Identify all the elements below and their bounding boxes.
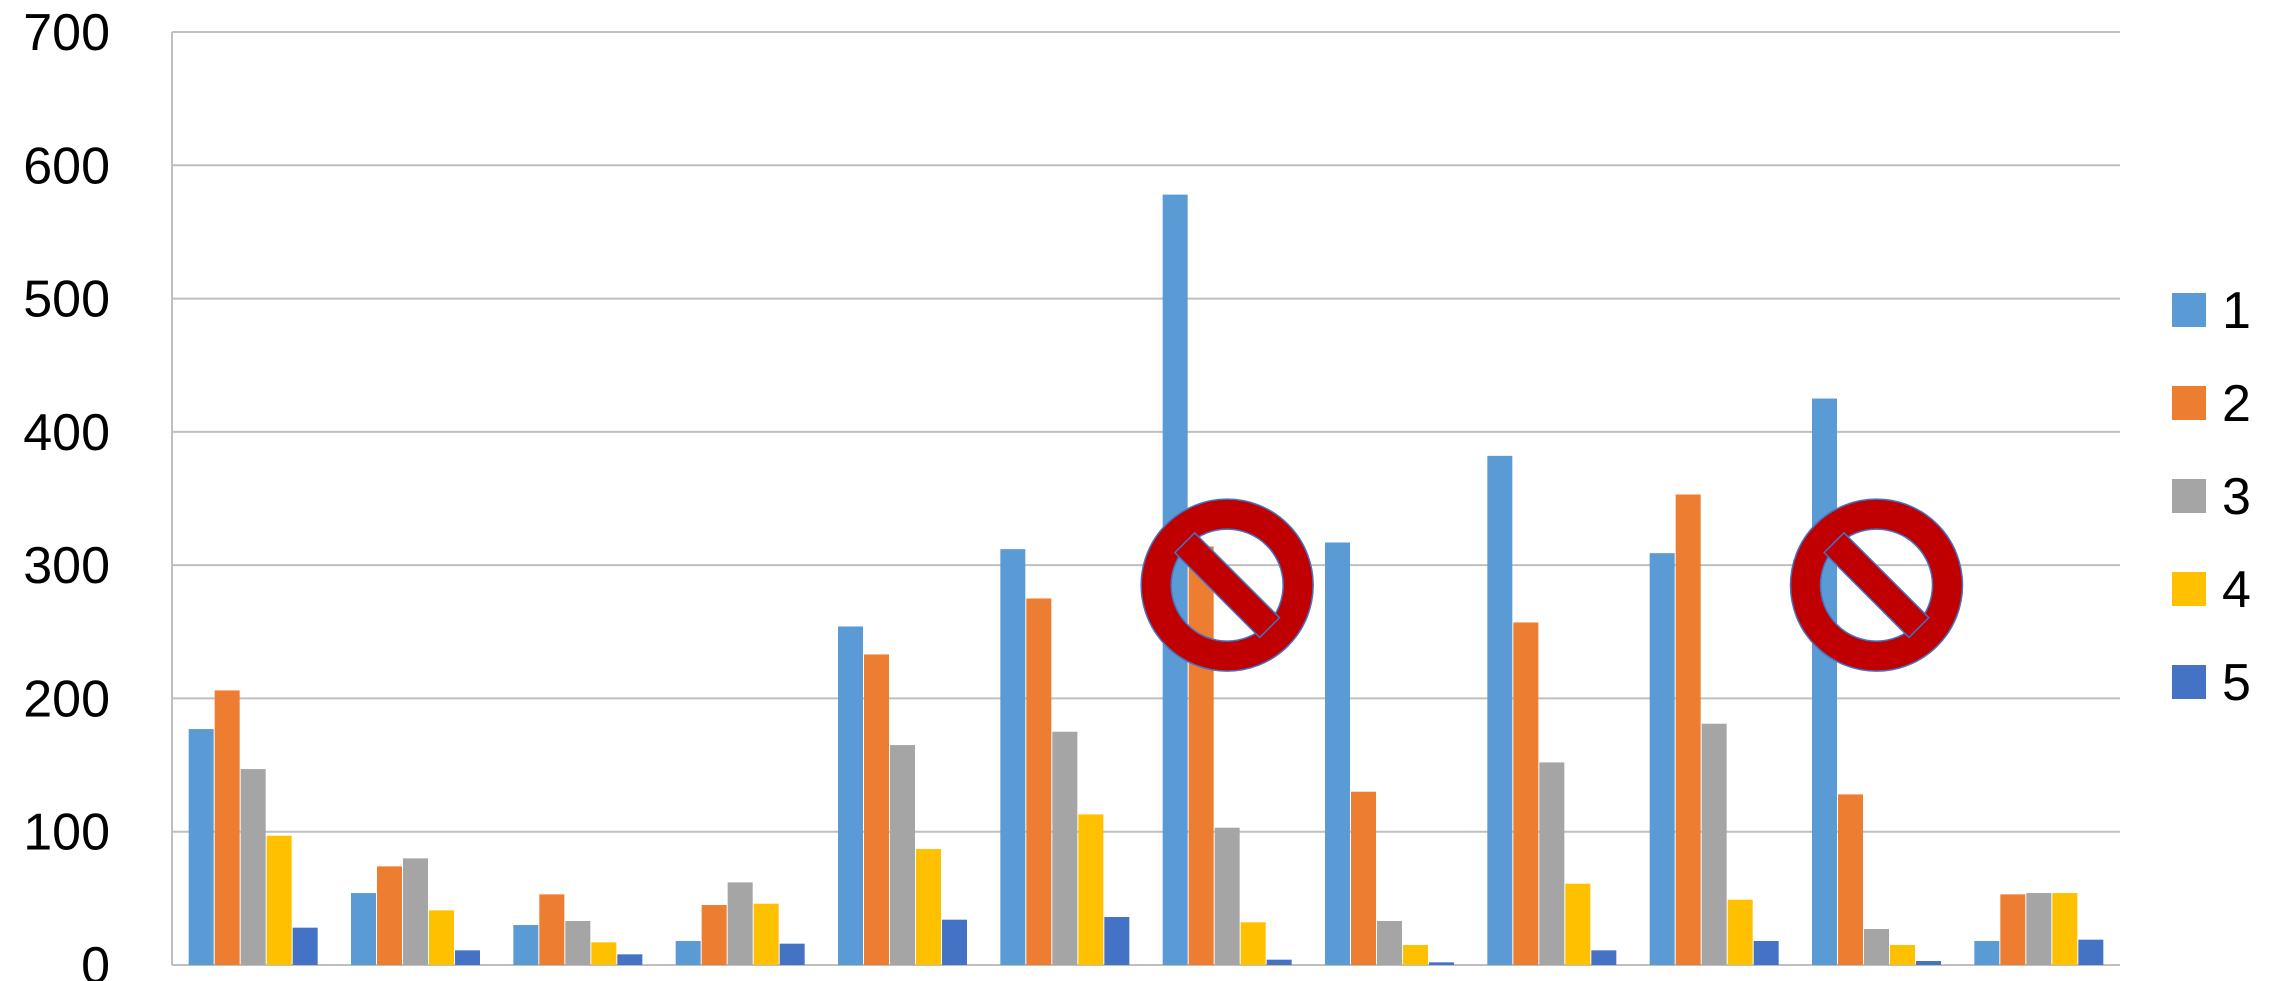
bar-series-1 bbox=[675, 941, 701, 965]
bar-series-2 bbox=[1675, 494, 1701, 965]
bar-series-5 bbox=[617, 954, 643, 965]
y-tick-label: 700 bbox=[23, 4, 110, 62]
bar-series-5 bbox=[455, 950, 480, 965]
bar-series-2 bbox=[701, 905, 727, 965]
bar-series-2 bbox=[1351, 791, 1376, 965]
y-tick-label: 500 bbox=[23, 271, 110, 329]
legend-swatch-3 bbox=[2172, 479, 2206, 513]
bar-series-3 bbox=[727, 882, 753, 965]
legend-swatch-2 bbox=[2172, 386, 2206, 420]
bar-series-5 bbox=[1753, 941, 1779, 965]
bar-series-5 bbox=[1591, 950, 1617, 965]
prohibition-icon bbox=[1140, 498, 1314, 672]
legend-label-2: 2 bbox=[2222, 375, 2251, 433]
prohibition-icon bbox=[1789, 498, 1964, 672]
bar-series-3 bbox=[890, 745, 915, 965]
bar-series-4 bbox=[266, 835, 292, 965]
y-tick-label: 0 bbox=[81, 937, 110, 981]
legend-label-5: 5 bbox=[2222, 654, 2251, 712]
y-tick-labels: 0 100 200 300 400 500 600 700 bbox=[23, 4, 110, 981]
y-tick-label: 100 bbox=[23, 804, 110, 862]
bar-series-5 bbox=[1916, 961, 1941, 965]
bar-series-5 bbox=[1266, 959, 1292, 965]
bar-series-3 bbox=[1864, 929, 1889, 965]
legend-label-4: 4 bbox=[2222, 561, 2251, 619]
bar-series-4 bbox=[1890, 945, 1915, 965]
bar-series-1 bbox=[1000, 549, 1026, 965]
bar-series-5 bbox=[1429, 962, 1454, 965]
bar-series-4 bbox=[429, 910, 454, 965]
bar-series-1 bbox=[513, 925, 539, 965]
bar-series-3 bbox=[2026, 893, 2052, 965]
bar-series-2 bbox=[539, 894, 565, 965]
bar-series-4 bbox=[753, 903, 779, 965]
bar-series-1 bbox=[1487, 455, 1513, 965]
bar-series-1 bbox=[1649, 553, 1675, 965]
bar-series-5 bbox=[942, 919, 967, 965]
bar-series-2 bbox=[1026, 598, 1052, 965]
bar-series-3 bbox=[565, 921, 591, 965]
legend-swatch-5 bbox=[2172, 665, 2206, 699]
bar-series-2 bbox=[864, 654, 889, 965]
bar-series-3 bbox=[403, 858, 428, 965]
bar-series-1 bbox=[1812, 398, 1837, 965]
bar-series-3 bbox=[240, 769, 266, 965]
bar-series-5 bbox=[779, 943, 805, 965]
legend-label-1: 1 bbox=[2222, 282, 2251, 340]
legend-swatch-4 bbox=[2172, 572, 2206, 606]
bar-series-4 bbox=[916, 849, 941, 965]
bar-series-3 bbox=[1701, 723, 1727, 965]
bar-series-5 bbox=[292, 927, 318, 965]
legend: 1 2 3 4 5 bbox=[2172, 282, 2251, 712]
bar-series-2 bbox=[1838, 794, 1863, 965]
legend-swatch-1 bbox=[2172, 293, 2206, 327]
bars bbox=[188, 194, 2104, 965]
gridlines bbox=[172, 31, 2120, 966]
bar-series-4 bbox=[1565, 883, 1591, 965]
bar-series-1 bbox=[1325, 542, 1350, 965]
bar-series-3 bbox=[1214, 827, 1240, 965]
y-tick-label: 600 bbox=[23, 137, 110, 195]
bar-series-2 bbox=[2000, 894, 2026, 965]
bar-series-5 bbox=[1104, 917, 1130, 965]
bar-series-4 bbox=[1403, 945, 1428, 965]
bar-series-3 bbox=[1052, 731, 1078, 965]
bar-series-2 bbox=[377, 866, 402, 965]
bar-series-1 bbox=[838, 626, 863, 965]
bar-series-4 bbox=[591, 942, 617, 965]
prohibition-slash bbox=[1823, 531, 1930, 639]
bar-series-4 bbox=[2052, 893, 2078, 965]
bar-series-1 bbox=[188, 729, 214, 965]
bar-series-5 bbox=[2078, 939, 2104, 965]
bar-series-4 bbox=[1240, 922, 1266, 965]
legend-label-3: 3 bbox=[2222, 468, 2251, 526]
bar-series-3 bbox=[1377, 921, 1402, 965]
bar-series-2 bbox=[1513, 622, 1539, 965]
bar-series-4 bbox=[1727, 899, 1753, 965]
y-tick-label: 200 bbox=[23, 670, 110, 728]
bar-series-2 bbox=[1188, 546, 1214, 965]
y-tick-label: 300 bbox=[23, 537, 110, 595]
bar-series-1 bbox=[351, 893, 376, 965]
bar-series-4 bbox=[1078, 814, 1104, 965]
prohibition-slash bbox=[1173, 531, 1281, 639]
y-tick-label: 400 bbox=[23, 404, 110, 462]
bar-series-1 bbox=[1974, 941, 2000, 965]
bar-series-2 bbox=[214, 690, 240, 965]
bar-series-3 bbox=[1539, 762, 1565, 965]
